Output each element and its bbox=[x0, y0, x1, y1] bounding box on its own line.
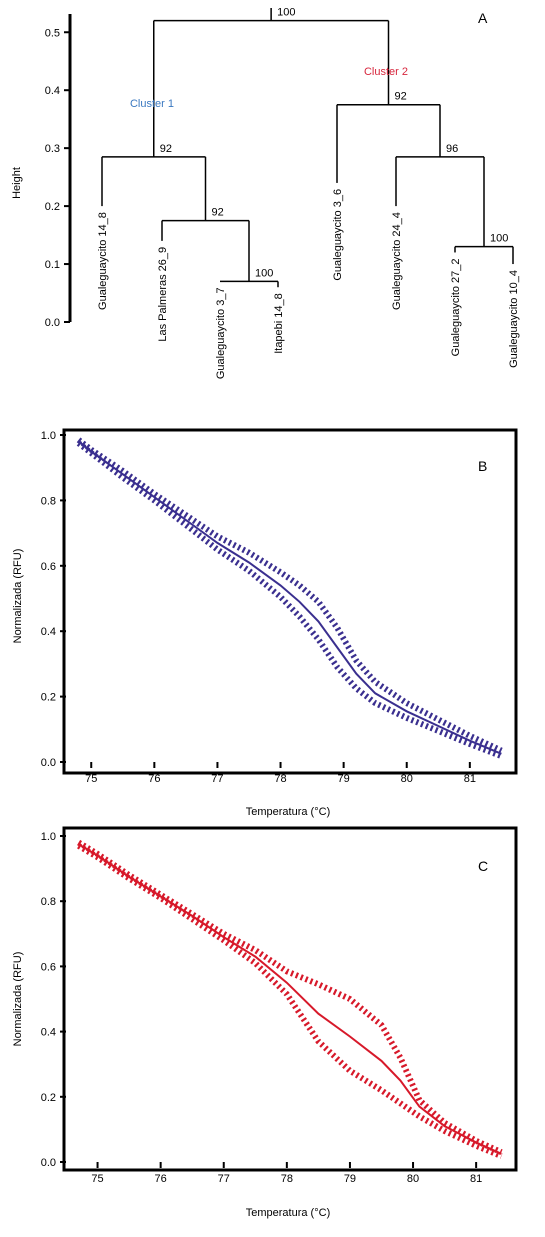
x-tick-label: 80 bbox=[401, 773, 413, 785]
panel-c-frame bbox=[62, 826, 518, 1172]
panel-letter-c: C bbox=[478, 858, 488, 874]
x-tick-label: 79 bbox=[338, 773, 350, 785]
y-tick-label: 0.0 bbox=[41, 1157, 56, 1169]
y-tick-label: 0.8 bbox=[41, 495, 56, 507]
dendrogram-y-tick-label: 0.1 bbox=[45, 259, 60, 271]
melt-curve-mean bbox=[78, 843, 502, 1155]
dendrogram-y-tick-label: 0.0 bbox=[45, 317, 60, 329]
dendrogram-support-value: 100 bbox=[255, 267, 273, 279]
dendrogram-support-value: 92 bbox=[212, 207, 224, 219]
dendrogram-support-value: 92 bbox=[395, 91, 407, 103]
y-tick-label: 0.8 bbox=[41, 896, 56, 908]
y-tick-label: 0.2 bbox=[41, 692, 56, 704]
dendrogram-support-value: 96 bbox=[446, 143, 458, 155]
dendrogram-y-axis-title: Height bbox=[11, 167, 23, 199]
dendrogram-leaf-label: Gualeguaycito 27_2 bbox=[450, 258, 462, 356]
cluster-2-label: Cluster 2 bbox=[364, 66, 408, 78]
y-tick-label: 0.6 bbox=[41, 961, 56, 973]
melt-curve-panel-c: 75 76 77 78 79 80 81 0.0 0.2 0.4 0.6 0.8 1.0 Tempera… bbox=[12, 826, 518, 1219]
y-tick-label: 0.4 bbox=[41, 1027, 56, 1039]
y-tick-label: 0.4 bbox=[41, 626, 56, 638]
dendrogram-leaf-label: Gualeguaycito 3_6 bbox=[332, 189, 344, 281]
dendrogram-leaf-label: Gualeguaycito 24_4 bbox=[391, 212, 403, 310]
melt-curve-replicate bbox=[76, 440, 503, 759]
x-tick-label: 76 bbox=[155, 1173, 167, 1185]
cluster-1-label: Cluster 1 bbox=[130, 98, 174, 110]
x-tick-label: 79 bbox=[344, 1173, 356, 1185]
dendrogram-leaf-label: Las Palmeras 26_9 bbox=[157, 247, 169, 342]
x-tick-label: 75 bbox=[91, 1173, 103, 1185]
dendrogram-leaf-label: Gualeguaycito 10_4 bbox=[508, 270, 520, 368]
dendrogram-leaf-label: Gualeguaycito 14_8 bbox=[97, 212, 109, 310]
dendrogram-tree bbox=[101, 8, 514, 288]
panel-b-ticks: 75 76 77 78 79 80 81 0.0 0.2 0.4 0.6 0.8 1.0 bbox=[41, 430, 476, 785]
x-tick-label: 81 bbox=[470, 1173, 482, 1185]
panel-letter-b: B bbox=[478, 458, 487, 474]
dendrogram-y-tick-label: 0.3 bbox=[45, 143, 60, 155]
melt-curve-panel-b: 75 76 77 78 79 80 81 0.0 0.2 0.4 0.6 0.8 1.0 Tempera… bbox=[12, 428, 518, 818]
dendrogram-y-tick-label: 0.2 bbox=[45, 201, 60, 213]
panel-c-x-axis-title: Temperatura (°C) bbox=[246, 1207, 330, 1219]
panel-c-y-axis-title: Normalizada (RFU) bbox=[12, 952, 24, 1047]
x-tick-label: 78 bbox=[281, 1173, 293, 1185]
dendrogram-y-tick-label: 0.5 bbox=[45, 27, 60, 39]
panel-b-x-axis-title: Temperatura (°C) bbox=[246, 806, 330, 818]
melt-curve-replicate bbox=[77, 839, 503, 1155]
dendrogram-y-tick-label: 0.4 bbox=[45, 85, 60, 97]
y-tick-label: 0.0 bbox=[41, 757, 56, 769]
x-tick-label: 76 bbox=[148, 773, 160, 785]
dendrogram-leaf-label: Gualeguaycito 3_7 bbox=[215, 287, 227, 379]
dendrogram-panel: 0.0 0.1 0.2 0.3 0.4 0.5 Height A Gualeguaycit… bbox=[11, 7, 520, 380]
y-tick-label: 1.0 bbox=[41, 831, 56, 843]
x-tick-label: 80 bbox=[407, 1173, 419, 1185]
x-tick-label: 81 bbox=[464, 773, 476, 785]
dendrogram-support-value: 92 bbox=[160, 143, 172, 155]
melt-curve-replicate bbox=[77, 843, 503, 1159]
y-tick-label: 0.2 bbox=[41, 1092, 56, 1104]
dendrogram-support-value: 100 bbox=[277, 7, 295, 19]
panel-c-series bbox=[77, 839, 503, 1159]
panel-b-y-axis-title: Normalizada (RFU) bbox=[12, 549, 24, 644]
dendrogram-leaf-labels: Gualeguaycito 14_8 Las Palmeras 26_9 Guale… bbox=[97, 189, 520, 379]
y-tick-label: 1.0 bbox=[41, 430, 56, 442]
panel-b-frame bbox=[62, 428, 518, 775]
dendrogram-support-values: 100 92 92 100 96 92 100 bbox=[160, 7, 509, 280]
x-tick-label: 77 bbox=[218, 1173, 230, 1185]
panel-b-series bbox=[76, 437, 503, 759]
x-tick-label: 75 bbox=[85, 773, 97, 785]
melt-curve-replicate bbox=[76, 437, 503, 754]
dendrogram-leaf-label: Itapebi 14_8 bbox=[273, 293, 285, 354]
panel-c-ticks: 75 76 77 78 79 80 81 0.0 0.2 0.4 0.6 0.8 1.0 bbox=[41, 831, 483, 1185]
x-tick-label: 78 bbox=[274, 773, 286, 785]
dendrogram-support-value: 100 bbox=[490, 233, 508, 245]
y-tick-label: 0.6 bbox=[41, 561, 56, 573]
dendrogram-y-axis: 0.0 0.1 0.2 0.3 0.4 0.5 bbox=[45, 14, 72, 329]
panel-letter-a: A bbox=[478, 10, 488, 26]
x-tick-label: 77 bbox=[211, 773, 223, 785]
